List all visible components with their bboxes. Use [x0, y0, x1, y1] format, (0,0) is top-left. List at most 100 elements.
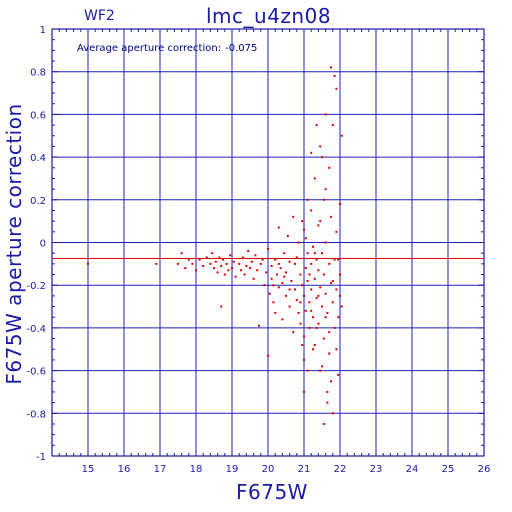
data-point: [283, 252, 286, 255]
data-point: [306, 252, 309, 255]
data-point: [263, 284, 266, 287]
x-tick-label: 24: [406, 464, 419, 475]
average-annotation: Average aperture correction: -0.075: [77, 44, 261, 54]
data-point: [324, 292, 327, 295]
data-point: [295, 299, 298, 302]
data-point: [326, 390, 329, 393]
data-point: [310, 151, 313, 154]
data-point: [317, 224, 320, 227]
data-point: [317, 322, 320, 325]
data-point: [286, 235, 289, 238]
data-point: [313, 177, 316, 180]
data-point: [290, 279, 293, 282]
data-point: [310, 209, 313, 212]
data-point: [328, 331, 331, 334]
data-point: [303, 390, 305, 393]
data-point: [245, 264, 248, 267]
x-axis-label: F675W: [236, 480, 308, 504]
data-point: [272, 284, 275, 287]
annotation-label: Average aperture correction:: [77, 43, 222, 54]
data-point: [303, 358, 305, 361]
data-point: [331, 412, 334, 415]
data-point: [276, 273, 278, 276]
data-point: [220, 264, 223, 267]
data-point: [294, 288, 296, 291]
data-point: [335, 230, 338, 233]
x-tick-label: 15: [82, 464, 95, 475]
data-point: [205, 256, 208, 259]
data-point: [321, 252, 323, 255]
x-tick-label: 26: [478, 464, 491, 475]
data-point: [331, 301, 334, 304]
data-point: [227, 269, 230, 272]
data-point: [312, 348, 314, 351]
data-point: [326, 401, 329, 404]
data-point: [312, 316, 314, 319]
data-point: [322, 422, 325, 425]
data-point: [322, 198, 325, 201]
data-point: [317, 294, 320, 297]
data-point: [303, 294, 305, 297]
data-point: [283, 275, 286, 278]
data-point: [229, 254, 232, 257]
data-point: [322, 273, 325, 276]
data-point: [299, 322, 302, 325]
data-point: [277, 286, 280, 289]
y-tick-label: -0.8: [26, 409, 46, 420]
data-point: [331, 124, 334, 127]
y-tick-label: -0.2: [26, 281, 46, 292]
data-point: [304, 267, 307, 270]
data-point: [315, 124, 318, 127]
data-point: [292, 215, 295, 218]
data-point: [308, 326, 311, 329]
data-point: [267, 354, 269, 357]
data-point: [301, 343, 304, 346]
data-point: [261, 258, 264, 261]
data-point: [303, 228, 305, 231]
data-point: [335, 87, 338, 90]
panel-label: WF2: [84, 8, 115, 24]
data-point: [270, 264, 273, 267]
data-point: [155, 262, 158, 265]
data-point: [319, 145, 322, 148]
data-point: [337, 316, 340, 319]
data-point: [234, 275, 237, 278]
data-point: [218, 256, 221, 259]
y-tick-label: 0.2: [30, 196, 46, 207]
data-point: [313, 252, 316, 255]
y-tick-label: -0.4: [26, 324, 46, 335]
data-point: [306, 198, 309, 201]
data-point: [328, 262, 331, 265]
x-tick-label: 20: [262, 464, 275, 475]
data-point: [321, 305, 323, 308]
x-tick-label: 16: [118, 464, 131, 475]
x-tick-label: 17: [154, 464, 167, 475]
data-point: [209, 262, 212, 265]
data-point: [285, 294, 287, 297]
data-point: [202, 264, 205, 267]
data-point: [315, 258, 318, 261]
data-point: [331, 279, 334, 282]
data-point: [285, 271, 287, 274]
y-tick-label: 0: [40, 239, 46, 250]
data-point: [319, 286, 322, 289]
data-point: [317, 269, 320, 272]
data-point: [324, 241, 327, 244]
y-axis-label: F675W aperture correction: [2, 103, 26, 385]
data-point: [301, 220, 304, 223]
data-point: [310, 262, 313, 265]
data-point: [310, 288, 313, 291]
axis-ticks: [51, 28, 485, 457]
data-point: [180, 252, 183, 255]
data-point: [225, 262, 228, 265]
data-point: [274, 258, 277, 261]
x-tick-label: 23: [370, 464, 383, 475]
data-point: [335, 348, 338, 351]
data-point: [220, 305, 223, 308]
y-tick-label: -0.6: [26, 367, 46, 378]
chart-title: lmc_u4zn08: [206, 4, 332, 28]
data-point: [267, 247, 269, 250]
data-point: [319, 220, 322, 223]
data-point: [277, 226, 280, 229]
data-point: [339, 203, 341, 206]
